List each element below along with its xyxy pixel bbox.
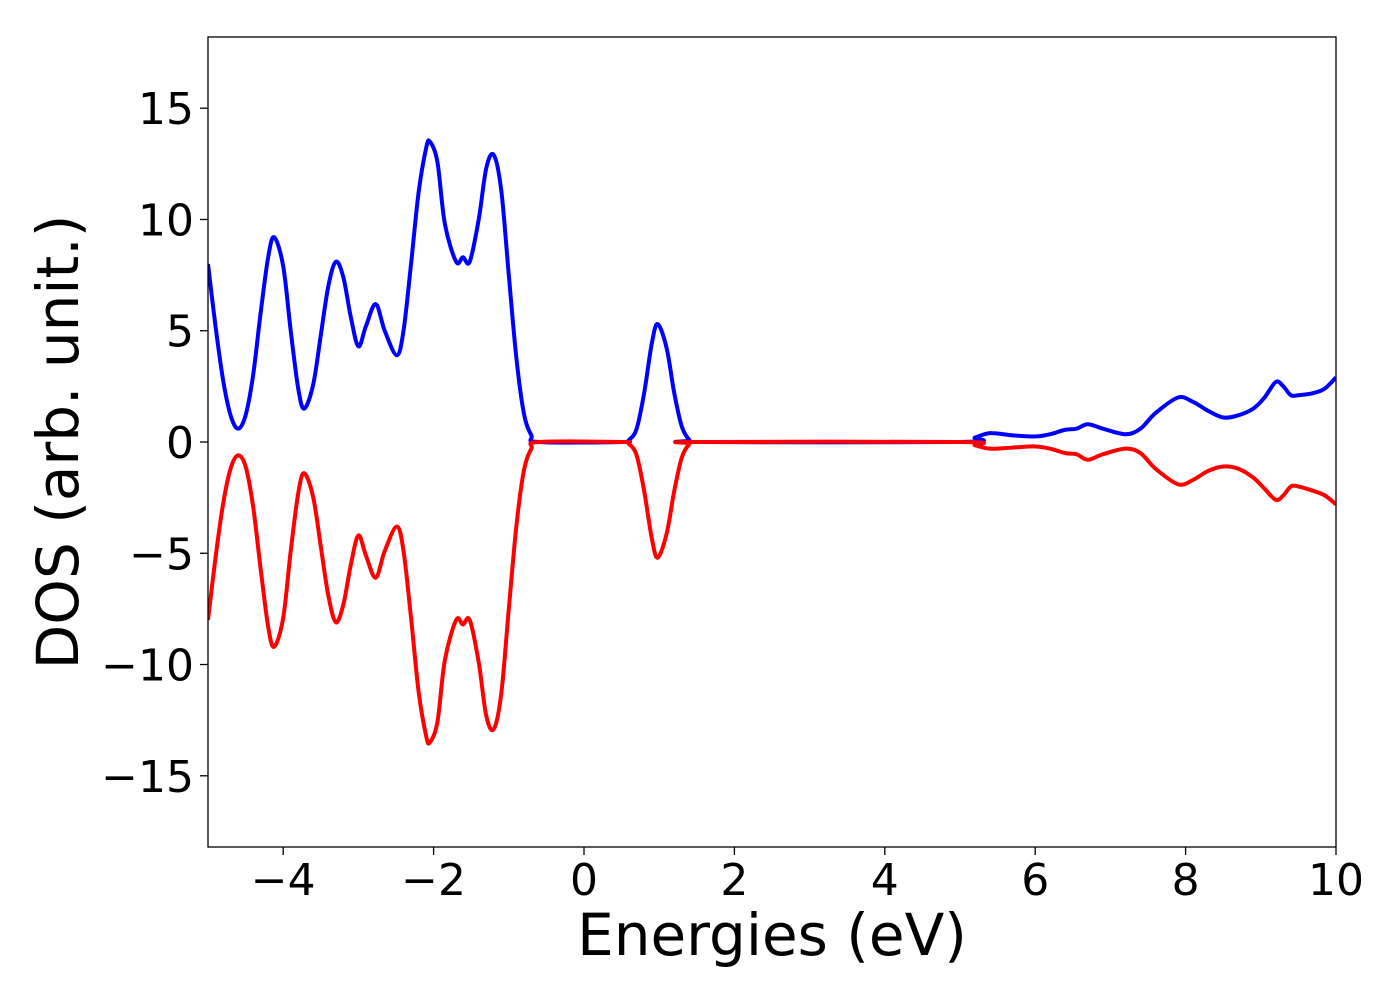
y-tick-label: 10 bbox=[138, 195, 194, 246]
x-tick-label: 2 bbox=[720, 855, 748, 906]
plot-area bbox=[208, 138, 1336, 746]
y-tick-label: 0 bbox=[166, 418, 194, 469]
x-tick-label: 8 bbox=[1172, 855, 1200, 906]
x-tick-label: 6 bbox=[1021, 855, 1049, 906]
y-tick-label: −5 bbox=[129, 529, 194, 580]
y-tick-label: 15 bbox=[138, 84, 194, 135]
x-axis-label: Energies (eV) bbox=[577, 901, 967, 969]
x-tick-label: 0 bbox=[570, 855, 598, 906]
y-axis-label: DOS (arb. unit.) bbox=[24, 215, 92, 670]
y-tick-label: 5 bbox=[166, 307, 194, 358]
x-tick-label: −2 bbox=[401, 855, 466, 906]
dos-line bbox=[208, 138, 1336, 445]
dos-line bbox=[208, 439, 1336, 746]
y-tick-label: −15 bbox=[101, 752, 194, 803]
x-tick-label: 4 bbox=[871, 855, 899, 906]
x-tick-label: −4 bbox=[251, 855, 316, 906]
y-tick-label: −10 bbox=[101, 641, 194, 692]
x-tick-label: 10 bbox=[1308, 855, 1364, 906]
